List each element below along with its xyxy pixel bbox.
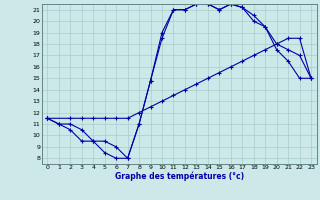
X-axis label: Graphe des températures (°c): Graphe des températures (°c) [115,172,244,181]
